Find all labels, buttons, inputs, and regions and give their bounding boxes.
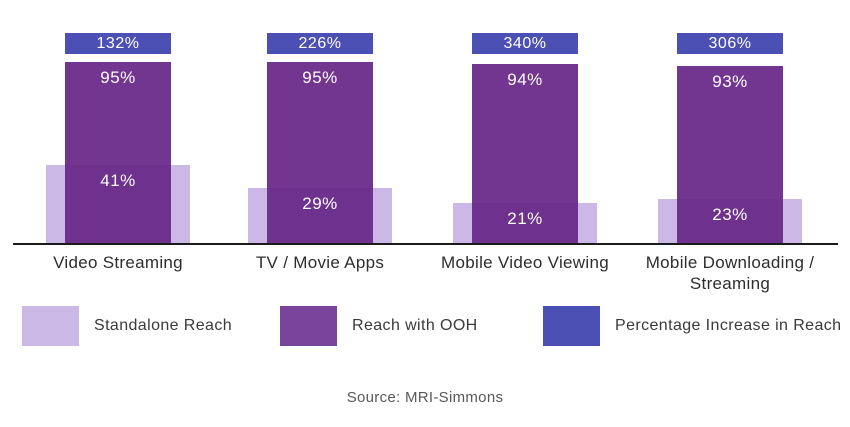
- standalone-value-label: 21%: [507, 209, 543, 228]
- plot-area: 132% 95% 41% Video Streaming 226% 95% 29% TV / …: [18, 0, 830, 293]
- ooh-bar: [65, 62, 171, 243]
- increase-badge: 132%: [65, 33, 171, 54]
- ooh-bar: [677, 66, 783, 243]
- legend-label-percentage-increase: Percentage Increase in Reach: [615, 317, 842, 334]
- legend-item-reach-with-ooh: Reach with OOH: [280, 306, 478, 346]
- legend-label-standalone-reach: Standalone Reach: [94, 317, 233, 334]
- category-label: Mobile Video Viewing: [441, 253, 609, 272]
- bar-group: 306% 93% 23% Mobile Downloading / Streaming: [630, 0, 830, 293]
- bar-group: 340% 94% 21% Mobile Video Viewing: [425, 0, 625, 272]
- category-label: Mobile Downloading / Streaming: [645, 253, 815, 293]
- standalone-reach-swatch: [22, 306, 79, 346]
- x-axis-line: [13, 243, 838, 245]
- ooh-bar: [472, 64, 578, 243]
- ooh-value-label: 94%: [507, 70, 543, 89]
- ooh-value-label: 95%: [302, 68, 338, 87]
- category-label: TV / Movie Apps: [255, 253, 385, 272]
- category-label: Video Streaming: [53, 253, 183, 272]
- ooh-bar: [267, 62, 373, 243]
- standalone-value-label: 41%: [100, 171, 136, 190]
- source-note: Source: MRI-Simmons: [346, 389, 504, 406]
- increase-badge: 306%: [677, 33, 783, 54]
- bar-group: 132% 95% 41% Video Streaming: [18, 0, 218, 272]
- bar-group: 226% 95% 29% TV / Movie Apps: [220, 0, 420, 272]
- reach-with-ooh-swatch: [280, 306, 337, 346]
- ooh-value-label: 95%: [100, 68, 136, 87]
- legend-item-percentage-increase: Percentage Increase in Reach: [543, 306, 841, 346]
- increase-badge: 340%: [472, 33, 578, 54]
- ooh-value-label: 93%: [712, 72, 748, 91]
- increase-badge: 226%: [267, 33, 373, 54]
- standalone-value-label: 23%: [712, 205, 748, 224]
- standalone-value-label: 29%: [302, 194, 338, 213]
- percentage-increase-swatch: [543, 306, 600, 346]
- legend-label-reach-with-ooh: Reach with OOH: [352, 317, 478, 334]
- legend-item-standalone-reach: Standalone Reach: [22, 306, 232, 346]
